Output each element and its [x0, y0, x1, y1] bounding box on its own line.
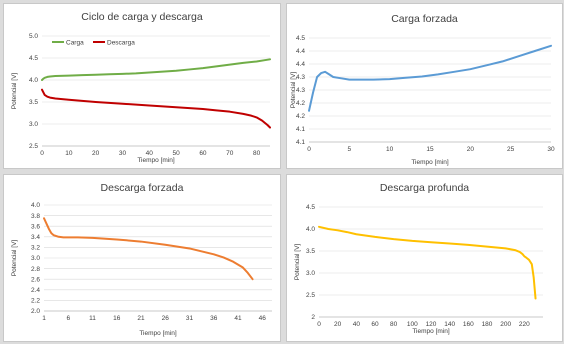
chart-title: Carga forzada: [391, 13, 458, 25]
x-tick-label: 16: [113, 315, 121, 322]
chart-svg: Descarga forzada 2.0 2.2 2.4 2.6 2.8 3.0 3.2 3.4…: [11, 182, 272, 337]
y-tick-label: 3.0: [31, 255, 40, 262]
y-tick-label: 3.6: [31, 223, 40, 230]
x-tick-label: 20: [334, 321, 342, 328]
chart-panel-descarga-forzada: Descarga forzada 2.0 2.2 2.4 2.6 2.8 3.0 3.2 3.4…: [3, 174, 281, 342]
y-axis-label: Potencial [V]: [290, 72, 297, 109]
x-tick-label: 20: [92, 150, 100, 157]
x-tick-label: 30: [119, 150, 127, 157]
x-tick-label: 100: [407, 321, 418, 328]
x-tick-label: 30: [547, 146, 555, 153]
x-axis-label: Tiempo [min]: [412, 328, 450, 335]
y-tick-label: 4.1: [296, 139, 305, 146]
y-tick-label: 4.2: [296, 113, 305, 120]
legend-label: Carga: [66, 39, 84, 46]
y-tick-label: 2.8: [31, 266, 40, 273]
y-tick-label: 4.0: [306, 226, 315, 233]
y-tick-label: 3.0: [306, 270, 315, 277]
y-tick-label: 2.2: [31, 298, 40, 305]
y-tick-label: 4.5: [306, 204, 315, 211]
x-tick-label: 70: [226, 150, 234, 157]
x-tick-label: 50: [173, 150, 181, 157]
x-tick-label: 220: [519, 321, 530, 328]
y-tick-label: 4.0: [31, 202, 40, 209]
x-tick-label: 15: [426, 146, 434, 153]
y-tick-label: 4.3: [296, 74, 305, 81]
x-tick-label: 5: [348, 146, 352, 153]
x-tick-label: 21: [137, 315, 145, 322]
x-tick-label: 25: [507, 146, 515, 153]
y-axis-label: Potencial [V]: [11, 73, 18, 110]
x-axis-label: Tiempo [min]: [137, 157, 175, 164]
chart-panel-descarga-profunda: Descarga profunda 2 2.5 3.0 3.5 4.0 4.5 0 20 40 60…: [286, 174, 563, 342]
x-tick-label: 60: [199, 150, 207, 157]
x-tick-label: 0: [317, 321, 321, 328]
chart-title: Ciclo de carga y descarga: [81, 11, 203, 23]
y-tick-label: 4.3: [296, 87, 305, 94]
y-tick-label: 4.4: [296, 61, 305, 68]
x-axis-label: Tiempo [min]: [411, 159, 449, 166]
x-tick-label: 6: [66, 315, 70, 322]
x-tick-label: 200: [500, 321, 511, 328]
y-tick-label: 3.5: [306, 248, 315, 255]
y-tick-label: 4.1: [296, 126, 305, 133]
x-tick-label: 1: [42, 315, 46, 322]
x-tick-label: 0: [40, 150, 44, 157]
x-tick-label: 10: [386, 146, 394, 153]
y-tick-label: 4.2: [296, 100, 305, 107]
y-tick-label: 4.5: [29, 55, 38, 62]
x-tick-label: 0: [307, 146, 311, 153]
y-tick-label: 4.4: [296, 48, 305, 55]
y-tick-label: 3.8: [31, 213, 40, 220]
y-tick-label: 2.6: [31, 276, 40, 283]
x-tick-label: 40: [146, 150, 154, 157]
x-tick-label: 26: [162, 315, 170, 322]
y-tick-label: 2.0: [31, 308, 40, 315]
legend-label: Descarga: [107, 39, 135, 46]
x-tick-label: 10: [65, 150, 73, 157]
chart-title: Descarga forzada: [101, 182, 184, 194]
chart-title: Descarga profunda: [380, 182, 469, 194]
x-tick-label: 180: [482, 321, 493, 328]
x-tick-label: 160: [463, 321, 474, 328]
series-line: [318, 225, 537, 300]
y-axis-label: Potencial [V]: [11, 240, 18, 277]
x-tick-label: 60: [371, 321, 379, 328]
series-line: [43, 217, 254, 281]
chart-svg: Ciclo de carga y descarga 2.5 3.0 3.5 4.0 4.5…: [11, 11, 271, 164]
y-axis-label: Potencial [V]: [294, 244, 301, 281]
y-tick-label: 2.5: [29, 143, 38, 150]
series-line: [308, 44, 552, 112]
x-tick-label: 46: [259, 315, 267, 322]
x-tick-label: 120: [426, 321, 437, 328]
x-tick-label: 140: [444, 321, 455, 328]
chart-panel-ciclo: Ciclo de carga y descarga 2.5 3.0 3.5 4.0 4.5…: [3, 3, 281, 169]
y-tick-label: 3.2: [31, 245, 40, 252]
y-tick-label: 5.0: [29, 33, 38, 40]
x-axis-label: Tiempo [min]: [139, 330, 177, 337]
x-tick-label: 31: [186, 315, 194, 322]
x-tick-label: 36: [210, 315, 218, 322]
x-tick-label: 11: [89, 315, 96, 322]
y-tick-label: 2.5: [306, 292, 315, 299]
x-tick-label: 80: [253, 150, 261, 157]
y-tick-label: 3.5: [29, 99, 38, 106]
series-line-carga: [41, 58, 271, 81]
x-tick-label: 41: [234, 315, 242, 322]
chart-svg: Carga forzada 4.1 4.1 4.2 4.2 4.3 4.3 4.4 4.4 4.5…: [290, 13, 555, 166]
x-tick-label: 80: [390, 321, 398, 328]
y-tick-label: 4.0: [29, 77, 38, 84]
y-tick-label: 4.5: [296, 35, 305, 42]
x-tick-label: 40: [353, 321, 361, 328]
y-tick-label: 2.4: [31, 287, 40, 294]
y-tick-label: 3.4: [31, 234, 40, 241]
chart-svg: Descarga profunda 2 2.5 3.0 3.5 4.0 4.5 0 20 40 60…: [294, 182, 543, 335]
y-tick-label: 3.0: [29, 121, 38, 128]
series-line-descarga: [41, 88, 271, 129]
x-tick-label: 20: [467, 146, 475, 153]
chart-panel-carga-forzada: Carga forzada 4.1 4.1 4.2 4.2 4.3 4.3 4.4 4.4 4.5…: [286, 3, 563, 169]
y-tick-label: 2: [311, 314, 315, 321]
